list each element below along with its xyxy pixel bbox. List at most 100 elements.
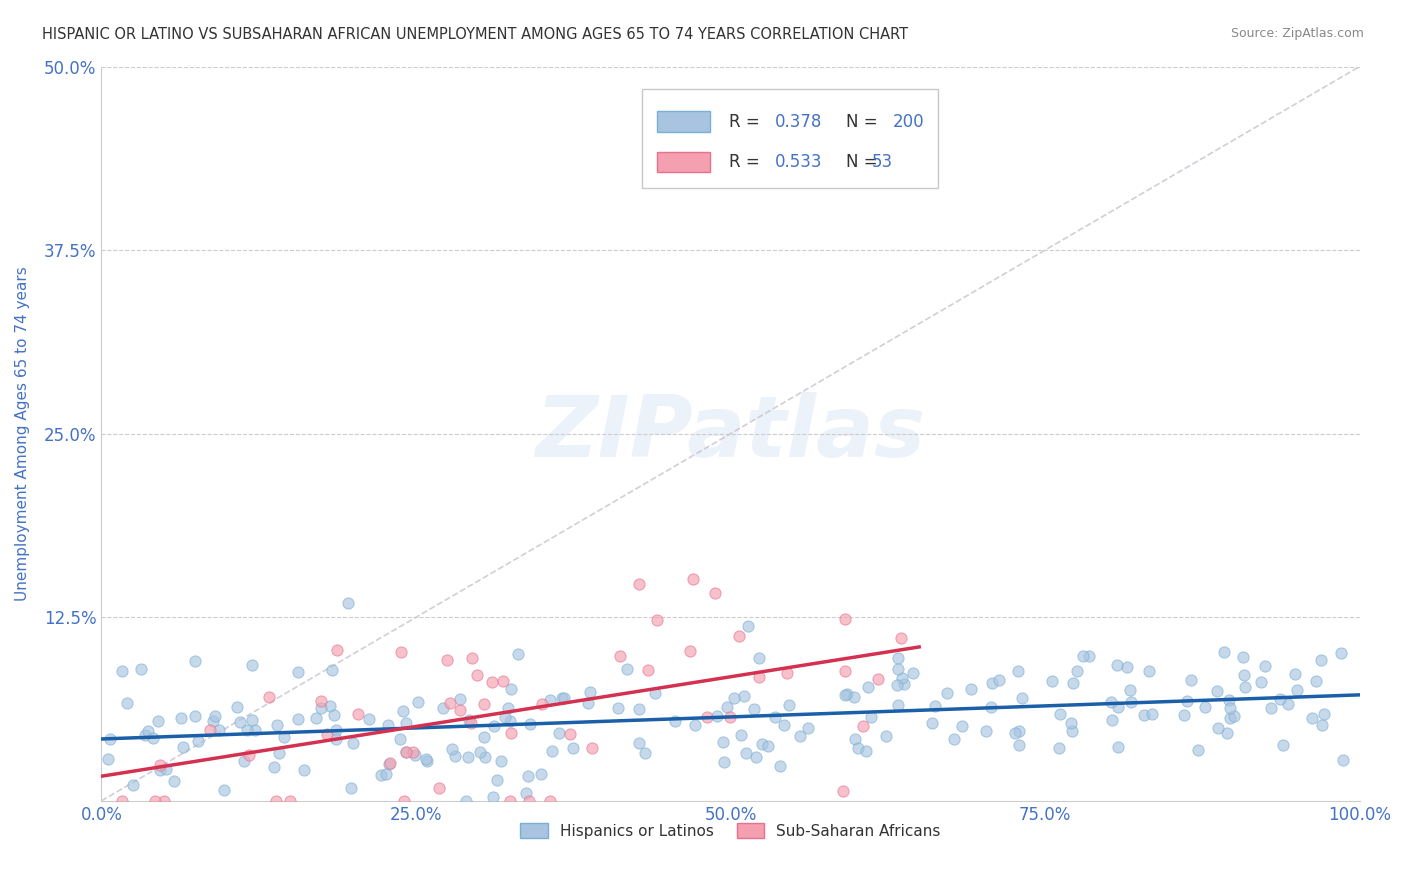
Point bbox=[1142, 707, 1164, 722]
Point bbox=[98, 731, 121, 746]
Point bbox=[292, 763, 315, 777]
Point bbox=[1047, 740, 1070, 755]
Point bbox=[1213, 645, 1236, 659]
Point bbox=[201, 714, 224, 729]
Point bbox=[744, 750, 766, 764]
Point bbox=[1260, 700, 1282, 714]
Point bbox=[494, 710, 516, 724]
Point bbox=[287, 665, 309, 680]
FancyBboxPatch shape bbox=[658, 112, 710, 132]
Point bbox=[481, 790, 503, 805]
Point bbox=[200, 723, 222, 737]
Point bbox=[1007, 665, 1029, 679]
Point bbox=[1078, 649, 1101, 664]
Point bbox=[538, 693, 561, 707]
Point bbox=[756, 739, 779, 753]
Point bbox=[240, 657, 263, 672]
Point bbox=[184, 654, 207, 668]
Point bbox=[1218, 693, 1240, 707]
Point bbox=[321, 663, 343, 677]
Point bbox=[163, 773, 186, 788]
Point bbox=[1223, 709, 1246, 723]
Point bbox=[238, 747, 260, 762]
Point bbox=[1180, 673, 1202, 687]
Point bbox=[1011, 691, 1033, 706]
Point bbox=[309, 694, 332, 708]
Point bbox=[187, 734, 209, 748]
Point bbox=[305, 711, 328, 725]
Point bbox=[214, 782, 236, 797]
Point bbox=[627, 577, 650, 591]
Point bbox=[561, 741, 583, 756]
Point bbox=[457, 750, 479, 764]
Point bbox=[842, 690, 865, 705]
Text: R =: R = bbox=[730, 153, 765, 171]
Point bbox=[122, 778, 145, 792]
Point bbox=[887, 650, 910, 665]
Point bbox=[834, 612, 856, 626]
Point bbox=[789, 729, 811, 743]
Point bbox=[1219, 711, 1241, 725]
Point bbox=[581, 740, 603, 755]
Point bbox=[439, 696, 461, 710]
Point bbox=[378, 756, 401, 770]
Point bbox=[1330, 646, 1353, 660]
Point bbox=[472, 730, 495, 744]
Point bbox=[1060, 723, 1083, 738]
Point bbox=[1066, 664, 1088, 678]
Point bbox=[142, 731, 165, 745]
Point bbox=[1107, 740, 1129, 755]
Point bbox=[394, 794, 416, 808]
Point bbox=[148, 714, 170, 729]
Point bbox=[530, 767, 553, 781]
Text: N =: N = bbox=[846, 112, 883, 130]
Point bbox=[773, 718, 796, 732]
Point bbox=[718, 710, 741, 724]
Point bbox=[449, 692, 471, 706]
Point bbox=[645, 613, 668, 627]
Point bbox=[538, 794, 561, 808]
Point bbox=[402, 745, 425, 759]
Point bbox=[1284, 667, 1306, 681]
Point bbox=[1305, 674, 1327, 689]
Point bbox=[974, 723, 997, 738]
Point bbox=[959, 682, 981, 697]
Point bbox=[395, 745, 418, 759]
Point bbox=[436, 653, 458, 667]
Point bbox=[1277, 697, 1299, 711]
Point bbox=[389, 732, 412, 747]
Point bbox=[1173, 708, 1195, 723]
Point bbox=[183, 709, 205, 723]
Point bbox=[264, 794, 287, 808]
Point bbox=[627, 736, 650, 750]
Point bbox=[267, 746, 290, 760]
Point bbox=[172, 740, 194, 755]
Point bbox=[1133, 707, 1156, 722]
Point bbox=[454, 794, 477, 808]
Point bbox=[530, 698, 553, 712]
Point bbox=[890, 631, 912, 645]
Point bbox=[901, 666, 924, 681]
Point bbox=[129, 662, 152, 676]
Point bbox=[547, 726, 569, 740]
Point bbox=[516, 769, 538, 783]
Point bbox=[1206, 721, 1229, 735]
Point bbox=[868, 673, 890, 687]
Point bbox=[748, 651, 770, 665]
Point bbox=[370, 767, 392, 781]
Point bbox=[835, 687, 858, 701]
Point bbox=[987, 673, 1010, 687]
Point bbox=[1049, 706, 1071, 721]
Point bbox=[240, 713, 263, 727]
Point bbox=[1107, 700, 1129, 714]
Point bbox=[1116, 660, 1139, 674]
Point bbox=[149, 763, 172, 777]
Point bbox=[716, 700, 738, 714]
Point bbox=[576, 696, 599, 710]
Point bbox=[323, 708, 346, 723]
Point bbox=[748, 670, 770, 684]
Point bbox=[887, 662, 910, 676]
Point bbox=[243, 723, 266, 737]
Point bbox=[226, 699, 249, 714]
Y-axis label: Unemployment Among Ages 65 to 74 years: Unemployment Among Ages 65 to 74 years bbox=[15, 267, 30, 601]
